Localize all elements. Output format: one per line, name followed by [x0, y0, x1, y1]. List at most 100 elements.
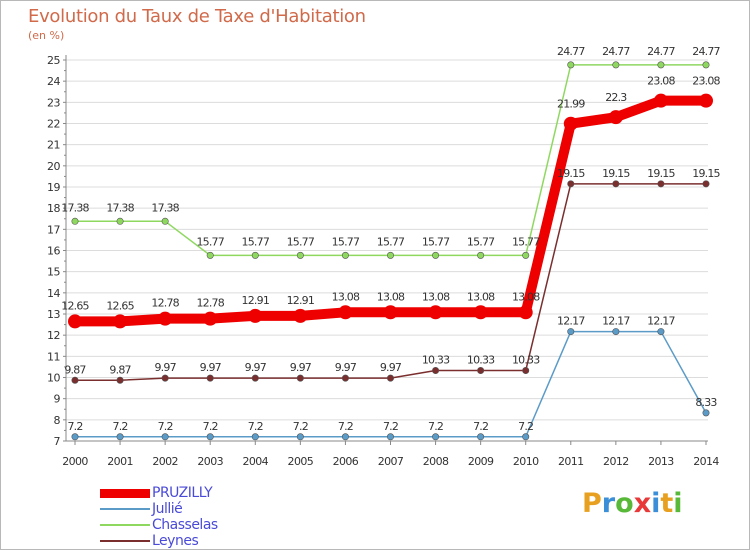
y-tick-label: 25: [47, 54, 60, 67]
legend-item: Leynes: [100, 533, 300, 549]
data-label: 12.17: [647, 315, 675, 328]
data-label: 24.77: [602, 45, 630, 58]
data-point: [432, 433, 440, 441]
data-point: [428, 305, 443, 320]
data-label: 19.15: [602, 167, 630, 180]
y-tick-label: 16: [47, 245, 60, 258]
x-tick-label: 2001: [107, 455, 133, 468]
data-label: 12.78: [196, 297, 224, 310]
data-label: 7.2: [338, 420, 353, 433]
data-point: [657, 180, 665, 188]
data-label: 15.77: [287, 235, 315, 248]
data-point: [386, 251, 394, 259]
data-label: 9.87: [109, 363, 131, 376]
legend-item: PRUZILLY: [100, 485, 300, 501]
data-point: [206, 251, 214, 259]
data-label: 15.77: [467, 235, 495, 248]
chart-title: Evolution du Taux de Taxe d'Habitation: [28, 6, 366, 27]
x-tick-label: 2000: [62, 455, 88, 468]
data-point: [702, 180, 710, 188]
data-label: 13.08: [377, 290, 405, 303]
data-point: [522, 251, 530, 259]
logo-letter: i: [651, 488, 661, 519]
data-label: 9.97: [380, 361, 402, 374]
data-label: 12.91: [287, 294, 315, 307]
data-point: [567, 61, 575, 69]
data-point: [296, 251, 304, 259]
chart-subtitle: (en %): [28, 29, 65, 42]
x-tick-label: 2009: [468, 455, 494, 468]
data-point: [432, 367, 440, 375]
legend-label: Chasselas: [152, 517, 218, 533]
data-point: [702, 409, 710, 417]
logo-letter: x: [633, 488, 652, 519]
data-label: 24.77: [557, 45, 585, 58]
logo-letter: i: [673, 488, 683, 519]
legend-swatch: [100, 540, 150, 542]
data-label: 17.38: [61, 201, 89, 214]
logo-letter: P: [582, 488, 602, 519]
data-point: [206, 433, 214, 441]
y-tick-label: 20: [47, 160, 60, 173]
data-point: [251, 251, 259, 259]
data-label: 12.91: [242, 294, 270, 307]
data-label: 21.99: [557, 98, 585, 111]
data-point: [71, 217, 79, 225]
data-label: 9.87: [64, 363, 86, 376]
data-label: 15.77: [512, 235, 540, 248]
data-label: 13.08: [467, 290, 495, 303]
legend-item: Chasselas: [100, 517, 300, 533]
data-point: [522, 367, 530, 375]
data-label: 12.65: [106, 299, 134, 312]
data-label: 10.33: [467, 354, 495, 367]
data-label: 7.2: [473, 420, 488, 433]
data-point: [477, 251, 485, 259]
y-tick-label: 19: [47, 181, 60, 194]
data-point: [563, 116, 578, 131]
y-tick-label: 14: [47, 287, 60, 300]
data-label: 12.78: [151, 297, 179, 310]
data-point: [341, 433, 349, 441]
proxiti-logo: Proxiti: [582, 488, 683, 519]
x-tick-label: 2005: [288, 455, 314, 468]
y-tick-label: 10: [47, 372, 60, 385]
data-label: 8.33: [695, 396, 717, 409]
y-tick-label: 11: [47, 350, 60, 363]
data-label: 9.97: [335, 361, 357, 374]
data-label: 7.2: [248, 420, 263, 433]
data-point: [702, 61, 710, 69]
x-tick-label: 2003: [197, 455, 223, 468]
legend-swatch: [100, 488, 150, 498]
data-label: 9.97: [290, 361, 312, 374]
data-label: 24.77: [647, 45, 675, 58]
data-point: [338, 305, 353, 320]
data-label: 10.33: [422, 354, 450, 367]
data-label: 15.77: [242, 235, 270, 248]
data-point: [296, 433, 304, 441]
x-tick-label: 2013: [648, 455, 674, 468]
data-label: 7.2: [158, 420, 173, 433]
data-label: 17.38: [151, 201, 179, 214]
data-point: [341, 251, 349, 259]
data-point: [477, 433, 485, 441]
data-point: [477, 367, 485, 375]
data-label: 13.08: [512, 290, 540, 303]
data-label: 15.77: [422, 235, 450, 248]
data-point: [158, 311, 173, 326]
data-label: 9.97: [245, 361, 267, 374]
data-label: 7.2: [293, 420, 308, 433]
data-label: 15.77: [332, 235, 360, 248]
x-tick-label: 2008: [423, 455, 449, 468]
data-label: 12.17: [602, 315, 630, 328]
data-point: [71, 376, 79, 384]
data-label: 13.08: [422, 290, 450, 303]
data-label: 15.77: [196, 235, 224, 248]
legend-label: Jullié: [152, 501, 183, 517]
x-tick-label: 2002: [152, 455, 178, 468]
data-label: 22.3: [605, 91, 627, 104]
data-label: 7.2: [383, 420, 398, 433]
y-tick-label: 13: [47, 308, 60, 321]
data-label: 24.77: [692, 45, 720, 58]
data-label: 19.15: [647, 167, 675, 180]
x-tick-label: 2012: [603, 455, 629, 468]
